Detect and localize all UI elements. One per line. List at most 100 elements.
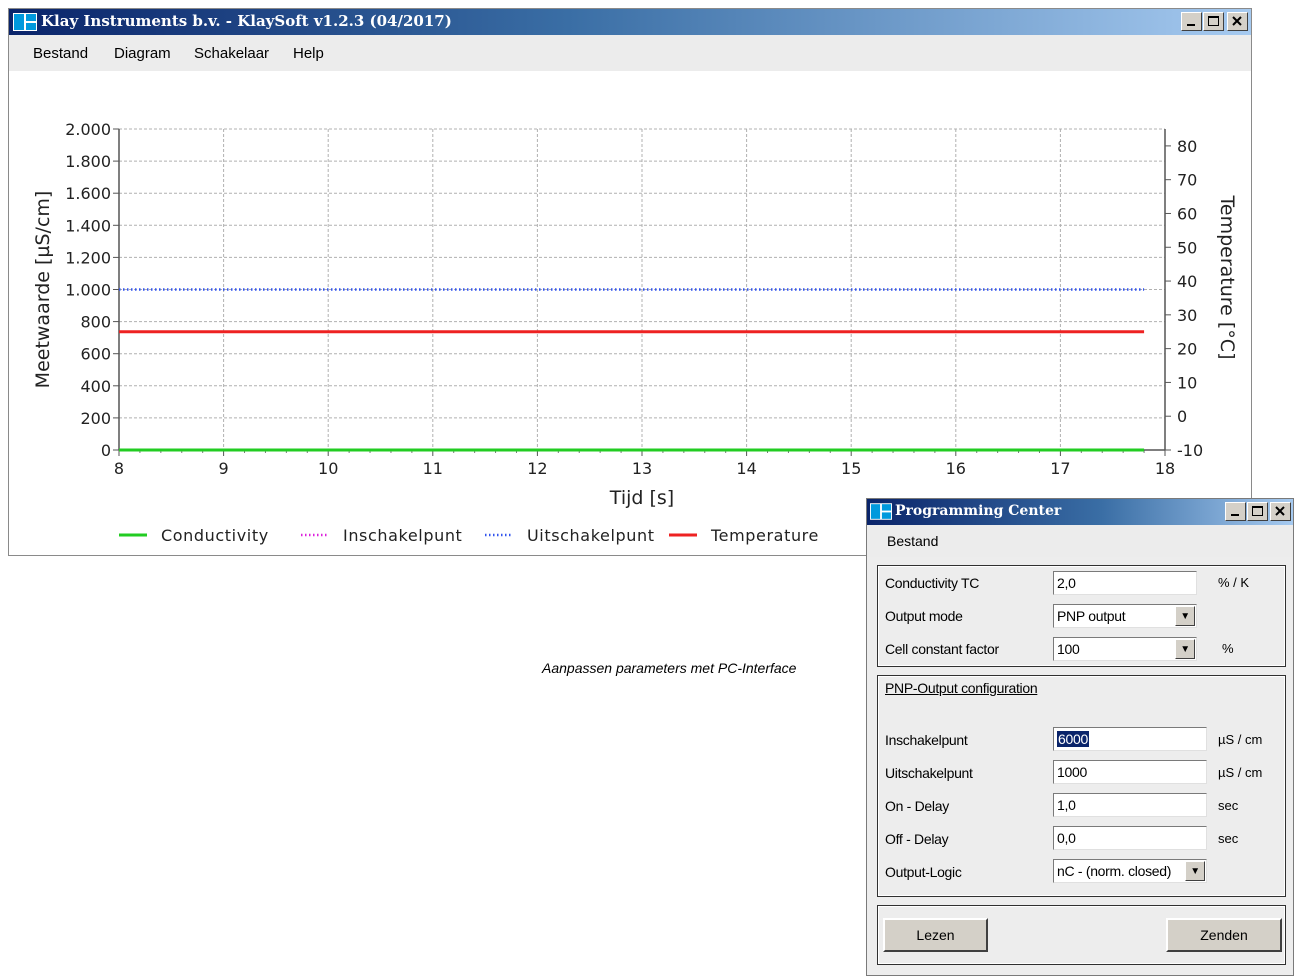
minimize-button[interactable]: [1181, 12, 1202, 31]
dialog-menubar: Bestand: [867, 525, 1293, 557]
y-tick-label: 1.200: [65, 248, 111, 267]
legend-label-inschakelpunt: Inschakelpunt: [343, 526, 462, 545]
main-window-title: Klay Instruments b.v. - KlaySoft v1.2.3 …: [41, 12, 452, 30]
output-logic-value: nC - (norm. closed): [1057, 863, 1172, 879]
on-delay-input[interactable]: 1,0: [1053, 793, 1207, 817]
output-mode-select[interactable]: PNP output ▼: [1053, 604, 1197, 628]
main-window: Klay Instruments b.v. - KlaySoft v1.2.3 …: [8, 8, 1252, 556]
minimize-icon: [1231, 514, 1239, 516]
zenden-button[interactable]: Zenden: [1166, 918, 1282, 952]
dropdown-button[interactable]: ▼: [1175, 639, 1195, 659]
menu-schakelaar[interactable]: Schakelaar: [194, 45, 270, 62]
x-tick-label: 18: [1155, 459, 1175, 478]
y2-tick-label: 10: [1177, 373, 1197, 392]
cell-constant-unit: %: [1222, 641, 1234, 656]
dialog-titlebar[interactable]: Programming Center: [867, 499, 1293, 525]
measurement-chart: 8 9 10 11 12 13 14 15 16 17 1802004006008001.0001.…: [32, 120, 1238, 545]
y-tick-label: 1.800: [65, 152, 111, 171]
maximize-icon: [1252, 506, 1263, 516]
uitschakelpunt-unit: µS / cm: [1218, 765, 1263, 780]
cell-constant-label: Cell constant factor: [885, 641, 999, 657]
y2-tick-label: 30: [1177, 306, 1197, 325]
y-tick-label: 1.400: [65, 216, 111, 235]
output-mode-value: PNP output: [1057, 608, 1126, 624]
y-tick-label: 2.000: [65, 120, 111, 139]
inschakelpunt-label: Inschakelpunt: [885, 732, 968, 748]
x-axis-label: Tijd [s]: [609, 487, 674, 509]
x-tick-label: 15: [841, 459, 861, 478]
y-axis-label: Meetwaarde [µS/cm]: [32, 191, 54, 389]
cell-constant-value: 100: [1057, 641, 1080, 657]
inschakelpunt-value: 6000: [1057, 731, 1089, 747]
menu-diagram[interactable]: Diagram: [114, 45, 171, 62]
legend-label-temperature: Temperature: [710, 526, 819, 545]
conductivity-tc-label: Conductivity TC: [885, 575, 980, 591]
y2-axis-label: Temperature [°C]: [1216, 195, 1238, 360]
y2-tick-label: 40: [1177, 272, 1197, 291]
maximize-icon: [1208, 16, 1219, 26]
close-icon: [1275, 506, 1285, 516]
legend-label-uitschakelpunt: Uitschakelpunt: [527, 526, 655, 545]
x-tick-label: 11: [423, 459, 443, 478]
y-tick-label: 600: [80, 345, 111, 364]
general-settings-group: Conductivity TC 2,0 % / K Output mode PN…: [877, 565, 1286, 667]
close-button[interactable]: [1227, 12, 1248, 31]
pnp-config-legend: PNP-Output configuration: [885, 680, 1038, 696]
conductivity-tc-input[interactable]: 2,0: [1053, 571, 1197, 595]
output-mode-label: Output mode: [885, 608, 963, 624]
y2-tick-label: 60: [1177, 204, 1197, 223]
klay-logo-icon: [13, 13, 37, 31]
y-tick-label: 0: [101, 441, 111, 460]
cell-constant-select[interactable]: 100 ▼: [1053, 637, 1197, 661]
x-tick-label: 10: [318, 459, 338, 478]
minimize-icon: [1187, 24, 1195, 26]
y2-tick-label: 70: [1177, 171, 1197, 190]
on-delay-label: On - Delay: [885, 798, 949, 814]
x-tick-label: 9: [219, 459, 229, 478]
y2-tick-label: 0: [1177, 407, 1187, 426]
dropdown-button[interactable]: ▼: [1185, 861, 1205, 881]
klay-logo-icon: [870, 503, 892, 520]
y2-tick-label: 80: [1177, 137, 1197, 156]
y-tick-label: 200: [80, 409, 111, 428]
close-icon: [1232, 16, 1242, 26]
x-tick-label: 16: [946, 459, 966, 478]
y-tick-label: 1.600: [65, 184, 111, 203]
uitschakelpunt-input[interactable]: 1000: [1053, 760, 1207, 784]
main-menubar: Bestand Diagram Schakelaar Help: [9, 35, 1251, 71]
on-delay-unit: sec: [1218, 798, 1239, 813]
button-group: Lezen Zenden: [877, 905, 1286, 965]
dialog-menu-bestand[interactable]: Bestand: [887, 533, 939, 549]
dialog-minimize-button[interactable]: [1225, 502, 1246, 521]
y2-tick-label: 20: [1177, 340, 1197, 359]
chevron-down-icon: ▼: [1190, 865, 1200, 877]
maximize-button[interactable]: [1203, 12, 1224, 31]
x-tick-label: 13: [632, 459, 652, 478]
y-tick-label: 1.000: [65, 281, 111, 300]
lezen-button[interactable]: Lezen: [883, 918, 988, 952]
menu-help[interactable]: Help: [293, 45, 324, 62]
off-delay-unit: sec: [1218, 831, 1239, 846]
y-tick-label: 400: [80, 377, 111, 396]
main-titlebar[interactable]: Klay Instruments b.v. - KlaySoft v1.2.3 …: [9, 9, 1251, 35]
output-logic-select[interactable]: nC - (norm. closed) ▼: [1053, 859, 1207, 883]
programming-center-window: Programming Center Bestand Conductivity …: [866, 498, 1294, 976]
x-tick-label: 8: [114, 459, 124, 478]
y-tick-label: 800: [80, 313, 111, 332]
inschakelpunt-unit: µS / cm: [1218, 732, 1263, 747]
y2-tick-label: 50: [1177, 238, 1197, 257]
off-delay-label: Off - Delay: [885, 831, 949, 847]
pnp-config-group: PNP-Output configuration Inschakelpunt 6…: [877, 675, 1286, 897]
dialog-close-button[interactable]: [1270, 502, 1291, 521]
dropdown-button[interactable]: ▼: [1175, 606, 1195, 626]
off-delay-input[interactable]: 0,0: [1053, 826, 1207, 850]
caption-text: Aanpassen parameters met PC-Interface: [542, 660, 797, 676]
y2-tick-label: -10: [1177, 441, 1203, 460]
uitschakelpunt-label: Uitschakelpunt: [885, 765, 973, 781]
menu-bestand[interactable]: Bestand: [33, 45, 89, 62]
inschakelpunt-input[interactable]: 6000: [1053, 727, 1207, 751]
chevron-down-icon: ▼: [1180, 643, 1190, 655]
dialog-maximize-button[interactable]: [1247, 502, 1268, 521]
output-logic-label: Output-Logic: [885, 864, 962, 880]
x-tick-label: 14: [736, 459, 756, 478]
